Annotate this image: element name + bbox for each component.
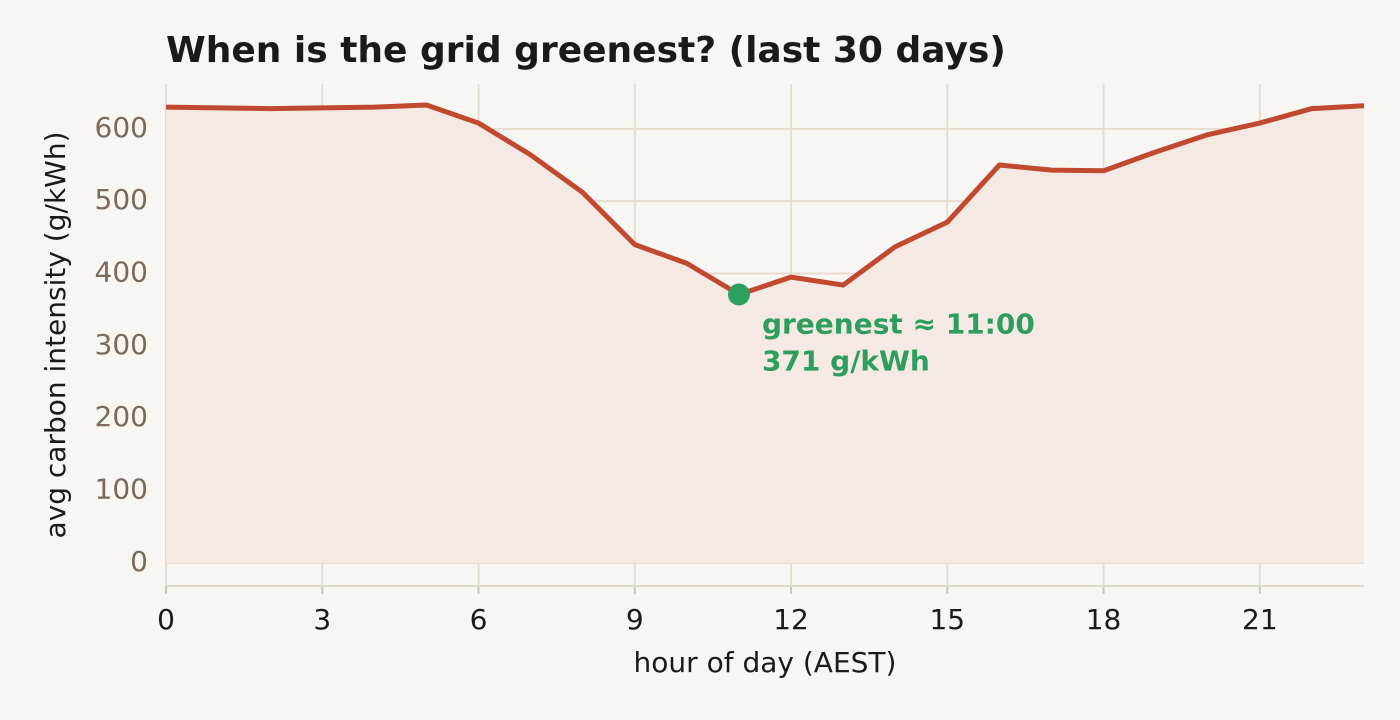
highlight-point xyxy=(727,283,750,306)
x-tick-label: 6 xyxy=(470,603,488,636)
x-tick-label: 3 xyxy=(313,603,331,636)
x-tick-label: 12 xyxy=(773,603,809,636)
chart-title: When is the grid greenest? (last 30 days… xyxy=(166,30,1006,71)
x-tick-label: 9 xyxy=(626,603,644,636)
y-tick-label: 100 xyxy=(95,473,148,506)
x-tick-label: 21 xyxy=(1242,603,1278,636)
y-tick-label: 0 xyxy=(130,545,148,578)
y-tick-label: 600 xyxy=(95,111,148,144)
y-tick-label: 400 xyxy=(95,256,148,289)
line xyxy=(165,102,1365,297)
area xyxy=(166,104,1364,563)
annotation-text: 371 g/kWh xyxy=(762,344,930,377)
x-tick-label: 18 xyxy=(1086,603,1122,636)
x-axis-label: hour of day (AEST) xyxy=(634,646,897,679)
y-tick-label: 300 xyxy=(95,328,148,361)
y-tick-label: 500 xyxy=(95,183,148,216)
x-tick-label: 0 xyxy=(157,603,175,636)
annotation-text: greenest ≈ 11:00 xyxy=(762,307,1035,340)
x-tick-label: 15 xyxy=(929,603,965,636)
y-axis-label: avg carbon intensity (g/kWh) xyxy=(39,131,72,538)
y-tick-label: 200 xyxy=(95,400,148,433)
